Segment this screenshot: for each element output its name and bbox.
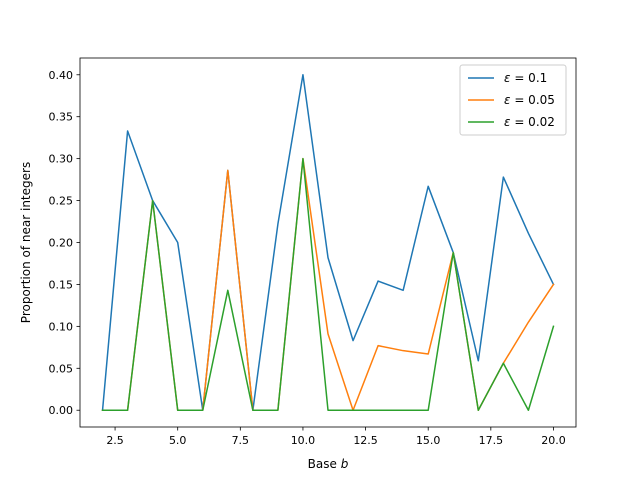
- legend-label-3: ε = 0.02: [504, 115, 555, 129]
- y-tick-label: 0.40: [49, 69, 74, 82]
- x-axis-label: Base b: [308, 457, 349, 471]
- x-tick-label: 5.0: [169, 434, 187, 447]
- x-tick-label: 10.0: [291, 434, 316, 447]
- y-tick-label: 0.30: [49, 153, 74, 166]
- x-axis-ticks: 2.5 5.0 7.5 10.0 12.5 15.0 17.5 20.0: [106, 427, 566, 447]
- y-tick-label: 0.00: [49, 404, 74, 417]
- x-tick-label: 15.0: [416, 434, 441, 447]
- series-line-3: [101, 157, 555, 411]
- legend: ε = 0.1 ε = 0.05 ε = 0.02: [459, 64, 567, 136]
- legend-label-2: ε = 0.05: [504, 93, 555, 107]
- legend-label-1: ε = 0.1: [504, 71, 547, 85]
- y-axis-label: Proportion of near integers: [19, 162, 33, 323]
- series-layer: [101, 74, 555, 412]
- series-line-1: [101, 74, 555, 412]
- x-tick-label: 2.5: [106, 434, 124, 447]
- legend-box: [459, 64, 567, 136]
- x-tick-label: 17.5: [479, 434, 504, 447]
- x-tick-label: 20.0: [541, 434, 566, 447]
- y-tick-label: 0.20: [49, 237, 74, 250]
- y-tick-label: 0.25: [49, 195, 74, 208]
- x-tick-label: 12.5: [353, 434, 378, 447]
- y-tick-label: 0.05: [49, 362, 74, 375]
- y-axis-ticks: 0.00 0.05 0.10 0.15 0.20 0.25 0.30 0.35 0.40: [49, 69, 80, 417]
- x-tick-label: 7.5: [232, 434, 250, 447]
- y-tick-label: 0.15: [49, 278, 74, 291]
- y-tick-label: 0.10: [49, 320, 74, 333]
- y-tick-label: 0.35: [49, 111, 74, 124]
